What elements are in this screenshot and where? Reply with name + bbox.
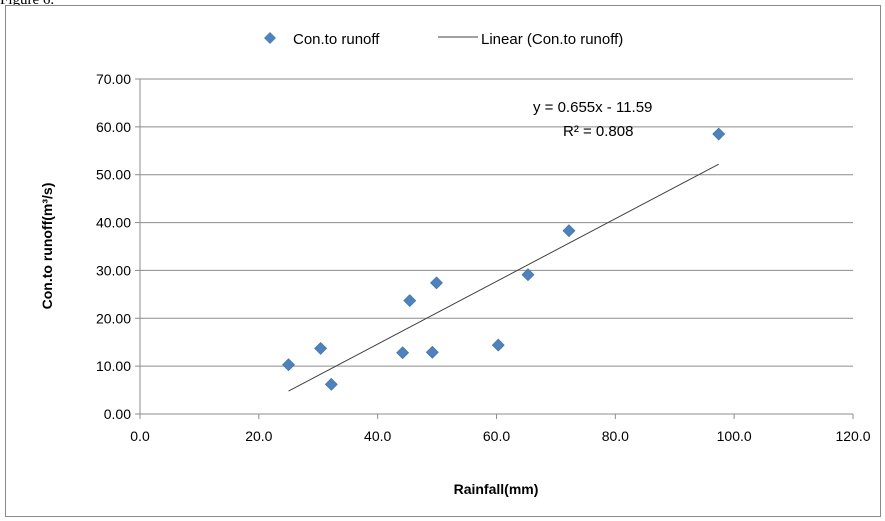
y-tick-label: 70.00 <box>96 71 131 87</box>
data-points <box>282 127 726 391</box>
data-point-diamond <box>430 276 443 290</box>
x-tick-label: 0.0 <box>130 428 150 444</box>
data-point-diamond <box>282 358 295 372</box>
y-tick-label: 60.00 <box>96 119 131 135</box>
trendline-group <box>288 163 719 392</box>
data-point-diamond <box>521 268 535 282</box>
data-point-diamond <box>314 342 328 355</box>
legend: Con.to runoff Linear (Con.to runoff) <box>264 31 623 48</box>
y-tick-label: 0.00 <box>104 406 131 422</box>
axes <box>139 79 854 419</box>
y-tick-label: 30.00 <box>96 262 131 278</box>
chart-frame <box>5 5 881 517</box>
x-axis-title: Rainfall(mm) <box>454 481 539 497</box>
data-point-diamond <box>425 345 439 359</box>
x-tick-labels: 0.0 20.0 40.0 60.0 80.0 100.0 120.0 <box>130 428 870 444</box>
y-tick-label: 10.00 <box>96 358 131 374</box>
x-tick-label: 60.0 <box>483 428 510 444</box>
x-tick-label: 40.0 <box>364 428 391 444</box>
y-axis-title: Con.to runoff(m³/s) <box>39 183 55 310</box>
trendline <box>288 163 719 392</box>
x-tick-label: 120.0 <box>835 428 870 444</box>
y-tick-label: 50.00 <box>96 167 131 183</box>
data-point-diamond <box>403 294 417 308</box>
legend-marker-diamond <box>264 32 276 44</box>
gridlines <box>135 78 853 415</box>
trendline-equation: y = 0.655x - 11.59 <box>533 99 652 116</box>
y-tick-label: 40.00 <box>96 215 131 231</box>
figure-caption: Figure 6. <box>0 0 55 8</box>
x-tick-label: 80.0 <box>602 428 629 444</box>
y-tick-labels: 0.00 10.00 20.00 30.00 40.00 50.00 60.00 70.00 <box>96 71 131 422</box>
x-tick-label: 100.0 <box>717 428 752 444</box>
legend-series-label: Con.to runoff <box>293 31 380 48</box>
y-tick-label: 20.00 <box>96 310 131 326</box>
data-point-diamond <box>491 338 505 352</box>
x-tick-label: 20.0 <box>245 428 272 444</box>
trendline-r-squared: R² = 0.808 <box>563 123 633 140</box>
data-point-diamond <box>562 224 576 238</box>
data-point-diamond <box>396 346 410 360</box>
data-point-diamond <box>712 127 726 141</box>
data-point-diamond <box>324 377 338 391</box>
legend-trendline-label: Linear (Con.to runoff) <box>481 31 623 48</box>
